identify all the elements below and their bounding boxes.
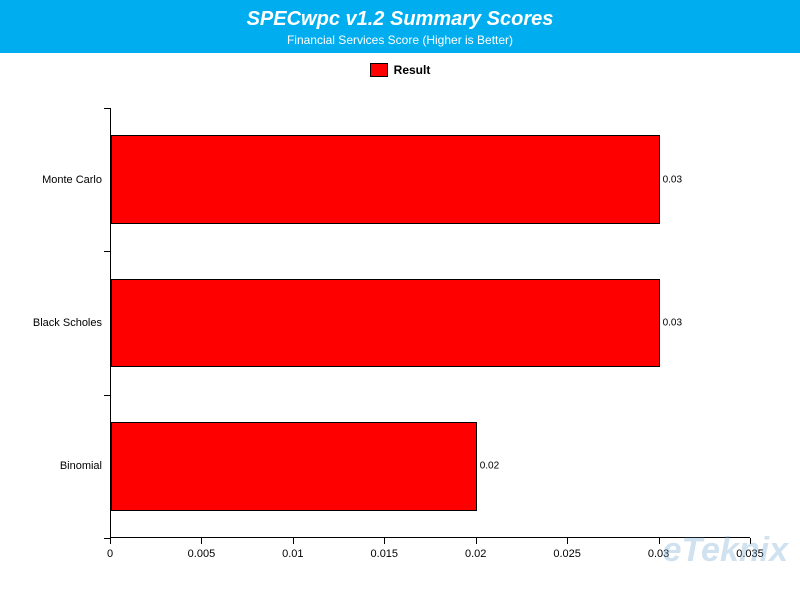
y-tick [104, 538, 110, 539]
x-tick [750, 538, 751, 544]
x-tick-label: 0.03 [648, 548, 669, 560]
x-tick [567, 538, 568, 544]
x-tick-label: 0 [107, 548, 113, 560]
bar [111, 135, 660, 224]
x-tick [476, 538, 477, 544]
legend: Result [0, 53, 800, 88]
x-tick-label: 0.02 [465, 548, 486, 560]
bar-value-label: 0.03 [663, 174, 682, 185]
x-tick-label: 0.015 [371, 548, 399, 560]
chart-subtitle: Financial Services Score (Higher is Bett… [0, 33, 800, 47]
plot: 00.0050.010.0150.020.0250.030.035Monte C… [110, 108, 750, 538]
category-label: Binomial [10, 460, 102, 472]
legend-swatch [370, 63, 388, 77]
chart-header: SPECwpc v1.2 Summary Scores Financial Se… [0, 0, 800, 53]
bar [111, 422, 477, 511]
legend-label: Result [394, 63, 431, 77]
category-label: Black Scholes [10, 317, 102, 329]
x-tick-label: 0.035 [736, 548, 764, 560]
bar [111, 279, 660, 368]
y-tick [104, 108, 110, 109]
x-tick [201, 538, 202, 544]
chart-title: SPECwpc v1.2 Summary Scores [0, 8, 800, 31]
x-tick-label: 0.005 [188, 548, 216, 560]
bar-value-label: 0.02 [480, 461, 499, 472]
x-axis-line [110, 537, 750, 538]
x-tick-label: 0.025 [553, 548, 581, 560]
y-tick [104, 251, 110, 252]
chart-plot-area: 00.0050.010.0150.020.0250.030.035Monte C… [110, 108, 750, 538]
x-tick [384, 538, 385, 544]
category-label: Monte Carlo [10, 174, 102, 186]
bar-value-label: 0.03 [663, 318, 682, 329]
x-tick [293, 538, 294, 544]
legend-item: Result [370, 63, 431, 77]
x-tick-label: 0.01 [282, 548, 303, 560]
y-tick [104, 395, 110, 396]
x-tick [110, 538, 111, 544]
x-tick [659, 538, 660, 544]
